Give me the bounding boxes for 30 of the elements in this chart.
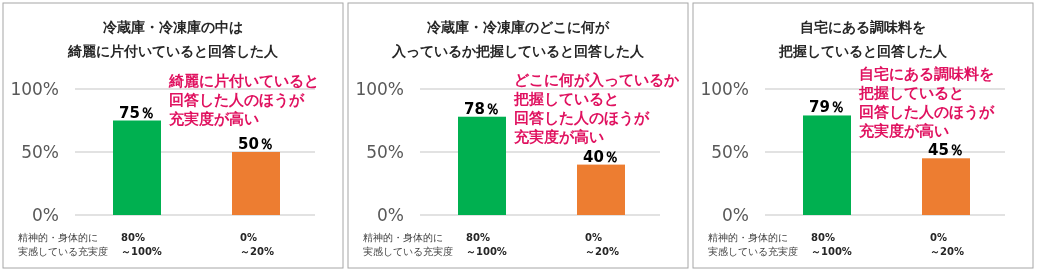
data-label: 78％ bbox=[464, 99, 500, 118]
chart-title: 冷蔵庫・冷凍庫の中は綺麗に片付いていると回答した人 bbox=[67, 19, 279, 59]
x-axis-title: 精神的・身体的に実感している充実度 bbox=[363, 232, 453, 257]
annotation: 綺麗に片付いていると回答した人のほうが充実度が高い bbox=[168, 72, 319, 128]
data-label: 50％ bbox=[238, 135, 274, 153]
y-tick-label: 0% bbox=[722, 205, 749, 225]
x-tick-label: 80% ～100% bbox=[121, 232, 162, 257]
y-tick-label: 50% bbox=[366, 142, 404, 162]
data-label: 75％ bbox=[119, 103, 155, 122]
x-axis-title: 精神的・身体的に実感している充実度 bbox=[18, 232, 108, 257]
annotation: どこに何が入っているか把握していると回答した人のほうが充実度が高い bbox=[513, 71, 680, 146]
y-tick-label: 0% bbox=[377, 205, 404, 225]
y-tick-label: 100% bbox=[10, 79, 59, 99]
y-tick-label: 50% bbox=[21, 142, 59, 162]
chart-title: 自宅にある調味料を把握していると回答した人 bbox=[778, 19, 948, 59]
data-label: 40％ bbox=[583, 147, 619, 166]
x-tick-label: 80% ～100% bbox=[811, 232, 852, 257]
annotation: 自宅にある調味料を把握していると回答した人のほうが充実度が高い bbox=[858, 65, 995, 140]
y-tick-label: 50% bbox=[711, 142, 749, 162]
x-tick-label: 0% ～20% bbox=[930, 232, 964, 257]
x-tick-label: 0% ～20% bbox=[585, 232, 619, 257]
x-tick-label: 0% ～20% bbox=[240, 232, 274, 257]
data-label: 79％ bbox=[809, 98, 845, 117]
y-tick-label: 0% bbox=[32, 205, 59, 225]
data-label: 45％ bbox=[928, 141, 964, 160]
y-tick-label: 100% bbox=[355, 79, 404, 99]
chart-title: 冷蔵庫・冷凍庫のどこに何が入っているか把握していると回答した人 bbox=[391, 19, 645, 59]
x-tick-label: 80% ～100% bbox=[466, 232, 507, 257]
y-tick-label: 100% bbox=[700, 79, 749, 99]
x-axis-title: 精神的・身体的に実感している充実度 bbox=[708, 232, 798, 257]
